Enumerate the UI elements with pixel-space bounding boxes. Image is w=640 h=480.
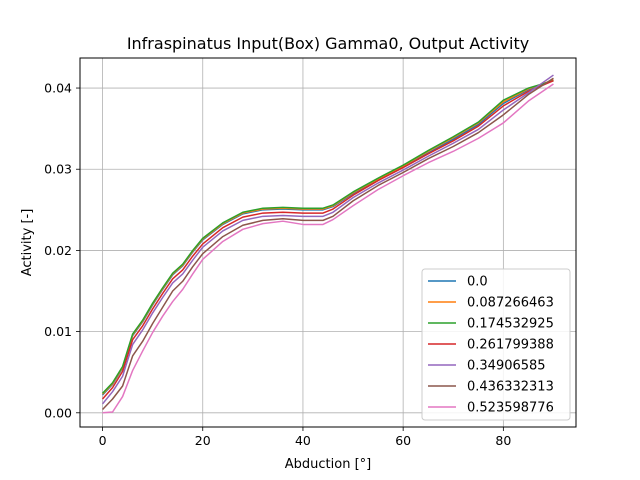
y-tick-label: 0.00 bbox=[44, 405, 72, 420]
series-line-4 bbox=[101, 74, 554, 405]
legend-entry-label: 0.0 bbox=[467, 275, 488, 290]
y-axis-ticks: 0.00 0.01 0.02 0.03 0.04 bbox=[44, 81, 80, 420]
x-tick-label: 60 bbox=[395, 433, 411, 448]
y-tick-label: 0.03 bbox=[44, 162, 72, 177]
series-lines bbox=[101, 74, 554, 414]
legend-box bbox=[421, 268, 571, 421]
y-tick-label: 0.02 bbox=[44, 243, 72, 258]
y-tick-label: 0.01 bbox=[44, 324, 72, 339]
x-tick-label: 0 bbox=[99, 433, 107, 448]
x-tick-label: 40 bbox=[295, 433, 311, 448]
plot-frame bbox=[79, 57, 577, 428]
series-line-3 bbox=[101, 80, 554, 400]
series-line-6 bbox=[102, 83, 554, 414]
series-line-2 bbox=[102, 80, 554, 394]
legend-entry-label: 0.261799388 bbox=[467, 338, 554, 353]
legend-entry-label: 0.087266463 bbox=[467, 296, 554, 311]
x-tick-label: 80 bbox=[495, 433, 511, 448]
legend-entry-label: 0.523598776 bbox=[467, 401, 554, 416]
x-tick-label: 20 bbox=[195, 433, 211, 448]
x-axis-label: Abduction [°] bbox=[285, 457, 371, 472]
legend-entry-label: 0.34906585 bbox=[467, 359, 546, 374]
grid bbox=[80, 58, 576, 427]
y-tick-label: 0.04 bbox=[44, 81, 72, 96]
legend-entry-label: 0.174532925 bbox=[467, 317, 554, 332]
series-line-5 bbox=[102, 77, 554, 411]
x-axis-ticks: 0 20 40 60 80 bbox=[99, 427, 511, 448]
y-axis-label: Activity [-] bbox=[20, 209, 35, 277]
legend: 0.0 0.087266463 0.174532925 0.261799388 0.34… bbox=[421, 268, 571, 421]
chart-title: Infraspinatus Input(Box) Gamma0, Output … bbox=[127, 34, 529, 53]
legend-entry-label: 0.436332313 bbox=[467, 380, 554, 395]
